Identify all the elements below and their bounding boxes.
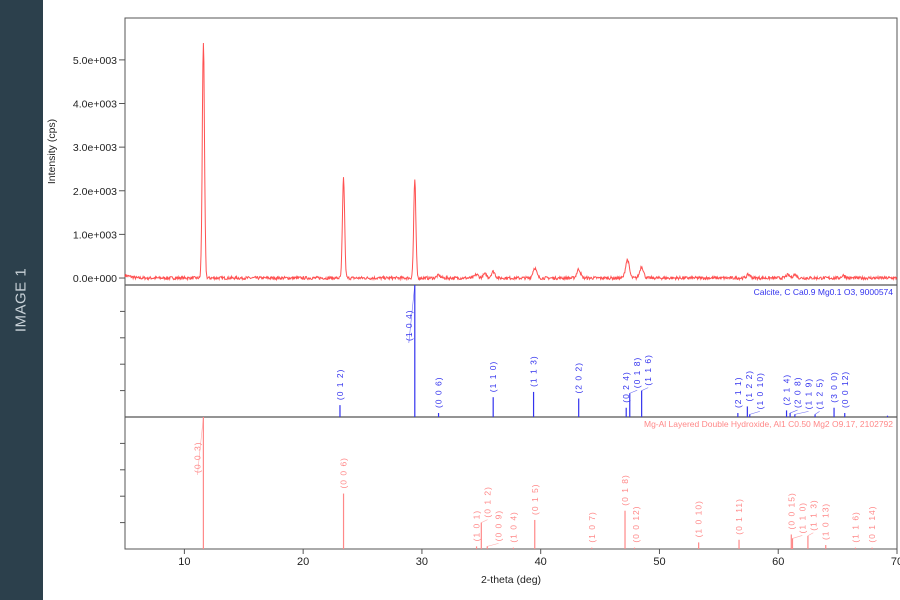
hkl-label: (1 1 6): [643, 354, 653, 386]
reference-legend: Mg-Al Layered Double Hydroxide, Al1 C0.5…: [644, 419, 893, 429]
plot-frame: [124, 17, 898, 550]
hkl-leader-line: [481, 519, 488, 523]
hkl-label: (1 0 4): [508, 511, 518, 543]
hkl-label: (0 1 14): [867, 505, 877, 542]
reference-legend: Calcite, C Ca0.9 Mg0.1 O3, 9000574: [754, 287, 894, 297]
hkl-label: (1 0 1): [472, 510, 482, 542]
hkl-label: (0 1 8): [620, 474, 630, 506]
hkl-label: (2 1 1): [733, 376, 743, 408]
hkl-leader-line: [749, 411, 760, 415]
pattern-line: [124, 42, 898, 282]
hkl-leader-line: [487, 543, 499, 547]
y-tick-label: 5.0e+003: [73, 55, 117, 67]
hkl-label: (0 0 12): [631, 505, 641, 542]
hkl-label: (0 1 5): [530, 483, 540, 515]
x-tick-label: 20: [297, 556, 309, 568]
y-tick-label: 4.0e+003: [73, 99, 117, 111]
x-tick-label: 60: [772, 556, 784, 568]
pattern-panel: [124, 42, 898, 282]
x-tick-label: 50: [653, 556, 665, 568]
hkl-label: (0 1 2): [483, 486, 493, 518]
hkl-label: (0 0 6): [434, 376, 444, 408]
sidebar-label: IMAGE 1: [12, 267, 30, 333]
hkl-label: (0 1 2): [335, 369, 345, 401]
hkl-label: (3 0 0): [829, 371, 839, 403]
hkl-label: (1 0 4): [404, 309, 414, 341]
hkl-label: (1 2 2): [744, 370, 754, 402]
hkl-label: (1 2 5): [815, 378, 825, 410]
hkl-label: (0 0 15): [786, 492, 796, 529]
hkl-leader-line: [408, 284, 416, 344]
hkl-label: (1 0 7): [587, 511, 597, 543]
hkl-label: (1 0 10): [755, 372, 765, 409]
y-tick-label: 2.0e+003: [73, 186, 117, 198]
x-tick-label: 70: [891, 556, 900, 568]
y-axis-label: Intensity (cps): [46, 119, 58, 184]
y-tick-label: 3.0e+003: [73, 142, 117, 154]
hkl-label: (0 0 3): [192, 441, 202, 473]
hkl-label: (0 0 12): [840, 371, 850, 408]
xrd-chart: Calcite, C Ca0.9 Mg0.1 O3, 9000574 (0 1 2…: [46, 17, 900, 586]
hkl-label: (2 0 2): [574, 362, 584, 394]
hkl-label: (2 0 8): [793, 376, 803, 408]
hkl-label: (0 0 9): [494, 510, 504, 542]
hkl-label: (2 1 4): [782, 374, 792, 406]
hkl-label: (0 2 4): [621, 371, 631, 403]
hkl-leader-line: [814, 411, 820, 415]
x-axis-label: 2-theta (deg): [481, 574, 541, 586]
y-tick-label: 1.0e+003: [73, 229, 117, 241]
hkl-label: (1 0 10): [694, 500, 704, 537]
x-tick-label: 30: [416, 556, 428, 568]
axes: 0.0e+000 1.0e+003 2.0e+003 3.0e+003 4.0e+003…: [46, 55, 900, 586]
hkl-label: (0 0 6): [339, 457, 349, 489]
y-tick-label: 0.0e+000: [73, 273, 117, 285]
hkl-label: (1 1 3): [529, 355, 539, 387]
hkl-leader-line: [197, 416, 204, 476]
hkl-label: (1 0 13): [821, 503, 831, 540]
hkl-leader-line: [794, 411, 809, 415]
plot-border: [124, 17, 898, 550]
hkl-label: (1 1 0): [797, 502, 807, 534]
hkl-leader-line: [629, 389, 638, 394]
sidebar: IMAGE 1: [0, 0, 43, 600]
hkl-label: (1 1 3): [808, 499, 818, 531]
calcite-reference-panel: Calcite, C Ca0.9 Mg0.1 O3, 9000574 (0 1 2…: [335, 284, 894, 417]
hkl-label: (1 1 6): [850, 511, 860, 543]
ldh-reference-panel: Mg-Al Layered Double Hydroxide, Al1 C0.5…: [192, 416, 893, 549]
hkl-label: (1 1 0): [488, 361, 498, 393]
hkl-leader-line: [792, 535, 803, 539]
x-tick-label: 10: [178, 556, 190, 568]
hkl-label: (0 1 11): [734, 498, 744, 535]
hkl-leader-line: [789, 409, 798, 414]
x-tick-label: 40: [535, 556, 547, 568]
hkl-leader-line: [807, 532, 814, 537]
hkl-leader-line: [641, 387, 649, 391]
hkl-label: (1 1 9): [804, 378, 814, 410]
hkl-label: (0 1 8): [632, 357, 642, 389]
